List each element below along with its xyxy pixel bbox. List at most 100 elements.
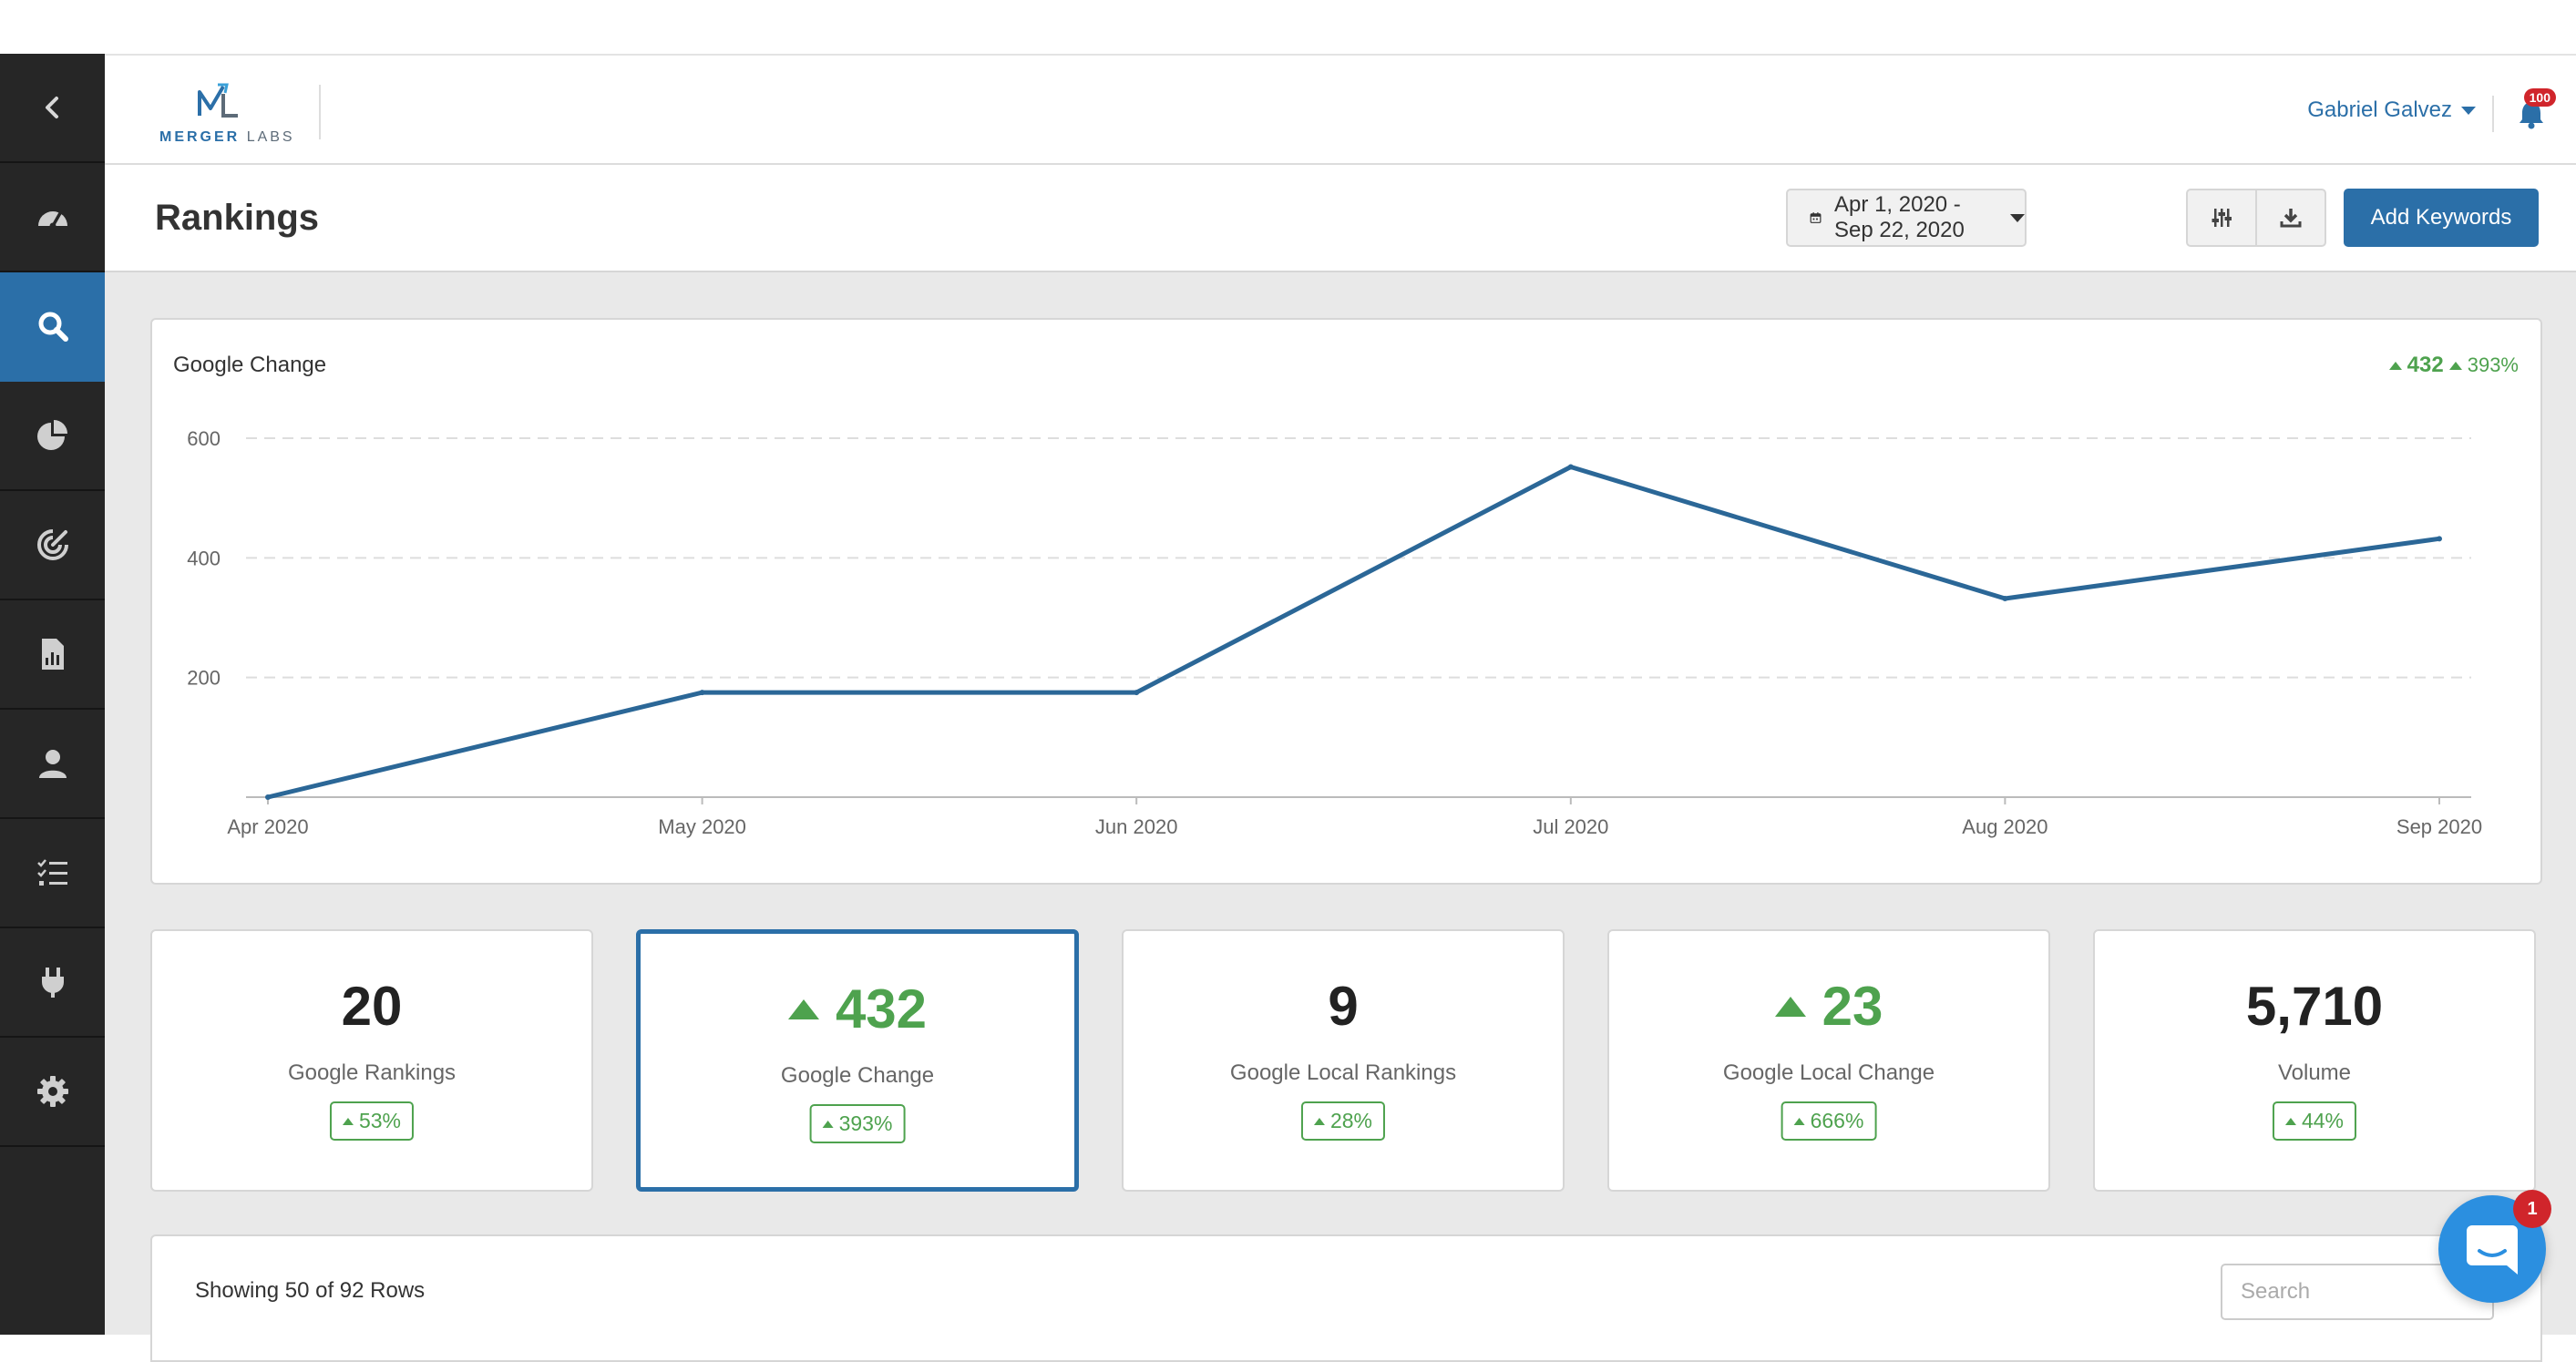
chart-title: Google Change	[173, 353, 327, 377]
arrow-up-icon	[342, 1117, 354, 1125]
logo-text: MERGER LABS	[159, 129, 295, 145]
kpi-label: Google Rankings	[287, 1060, 457, 1085]
sidebar-item-targeting[interactable]	[0, 491, 105, 600]
kpi-change-badge: 44%	[2272, 1101, 2357, 1141]
arrow-up-icon	[787, 998, 819, 1019]
arrow-up-icon	[1774, 996, 1806, 1017]
sidebar-item-users[interactable]	[0, 710, 105, 819]
arrow-up-icon	[1313, 1117, 1325, 1125]
chevron-left-icon	[45, 97, 58, 118]
kpi-card-google-local-change[interactable]: 23 Google Local Change 666%	[1607, 929, 2050, 1192]
sidebar-item-documents[interactable]	[0, 600, 105, 710]
user-menu-dropdown[interactable]: Gabriel Galvez	[2307, 97, 2476, 123]
series-line	[265, 465, 2442, 800]
caret-down-icon	[2461, 106, 2476, 115]
google-change-chart-card: Google Change 432 393% 200 400 600 Apr 2020…	[150, 318, 2542, 885]
kpi-value: 432	[641, 978, 1074, 1040]
kpi-label: Google Local Change	[1722, 1060, 1935, 1085]
merger-labs-logo[interactable]: MERGER LABS	[154, 81, 292, 145]
keywords-table-card: Showing 50 of 92 Rows	[150, 1234, 2542, 1362]
kpi-change-badge: 393%	[809, 1104, 906, 1143]
kpi-label: Google Local Rankings	[1229, 1060, 1457, 1085]
kpi-card-google-local-rankings[interactable]: 9 Google Local Rankings 28%	[1122, 929, 1565, 1192]
file-chart-icon	[41, 639, 64, 670]
calendar-icon	[1810, 212, 1822, 223]
data-point	[1134, 690, 1140, 696]
date-range-text: Apr 1, 2020 - Sep 22, 2020	[1834, 192, 1965, 242]
sidebar-item-reports[interactable]	[0, 382, 105, 491]
data-point	[2002, 595, 2008, 601]
rows-count-text: Showing 50 of 92 Rows	[195, 1278, 426, 1303]
data-point	[1567, 464, 1574, 470]
x-tick-label: Jul 2020	[1533, 815, 1608, 838]
chat-icon	[2467, 1225, 2518, 1275]
target-icon	[36, 529, 68, 560]
pie-chart-icon	[36, 420, 67, 450]
download-icon	[2280, 209, 2302, 228]
plug-icon	[41, 968, 64, 998]
caret-down-icon	[2010, 213, 2025, 222]
logo-divider	[319, 85, 321, 139]
bell-icon[interactable]	[2516, 99, 2547, 130]
data-point	[2437, 536, 2442, 542]
user-name: Gabriel Galvez	[2307, 97, 2452, 122]
kpi-change-badge: 666%	[1781, 1101, 1877, 1141]
kpi-card-google-change[interactable]: 432 Google Change 393%	[636, 929, 1079, 1192]
sidebar-collapse-button[interactable]	[0, 54, 105, 163]
add-keywords-button[interactable]: Add Keywords	[2344, 189, 2539, 247]
kpi-value: 9	[1328, 976, 1359, 1037]
kpi-label: Google Change	[780, 1063, 935, 1088]
sidebar-item-rankings[interactable]	[0, 272, 105, 382]
y-tick-label: 600	[187, 427, 221, 450]
sliders-icon	[2212, 209, 2232, 227]
sidebar-item-dashboard[interactable]	[0, 163, 105, 272]
download-button[interactable]	[2255, 190, 2325, 245]
data-point	[265, 794, 271, 800]
chart-delta-percent: 393%	[2467, 353, 2519, 376]
page-title: Rankings	[155, 198, 320, 238]
arrow-up-icon	[822, 1120, 834, 1128]
chart-delta-value: 432	[2407, 353, 2444, 377]
filter-settings-button[interactable]	[2188, 190, 2255, 245]
toolbar-icon-group	[2186, 189, 2326, 247]
y-tick-label: 200	[187, 667, 221, 690]
x-tick-label: Jun 2020	[1095, 815, 1178, 838]
chart-delta: 432 393%	[2388, 353, 2519, 378]
user-icon	[38, 750, 67, 778]
arrow-up-icon	[2388, 361, 2402, 370]
date-range-picker[interactable]: Apr 1, 2020 - Sep 22, 2020	[1786, 189, 2027, 247]
page-toolbar: Rankings Apr 1, 2020 - Sep 22, 2020 Add …	[105, 165, 2576, 272]
arrow-up-icon	[2448, 361, 2462, 370]
chat-unread-badge: 1	[2513, 1190, 2551, 1228]
arrow-up-icon	[1793, 1117, 1805, 1125]
notification-badge: 100	[2523, 88, 2556, 107]
data-point	[699, 690, 705, 696]
sidebar-item-integrations[interactable]	[0, 928, 105, 1038]
checklist-icon	[36, 859, 67, 886]
kpi-value: 20	[341, 976, 403, 1037]
search-icon	[38, 312, 68, 342]
x-tick-label: Apr 2020	[227, 815, 308, 838]
kpi-label: Volume	[2277, 1060, 2352, 1085]
kpi-change-badge: 28%	[1300, 1101, 1386, 1141]
sidebar-item-tasks[interactable]	[0, 819, 105, 928]
x-tick-label: Sep 2020	[2396, 815, 2482, 838]
kpi-card-volume[interactable]: 5,710 Volume 44%	[2093, 929, 2536, 1192]
main-content: Google Change 432 393% 200 400 600 Apr 2020…	[105, 272, 2576, 1362]
top-header: MERGER LABS Gabriel Galvez 100	[105, 54, 2576, 165]
arrow-up-icon	[2284, 1117, 2296, 1125]
logo-mark	[198, 83, 238, 118]
kpi-change-badge: 53%	[329, 1101, 415, 1141]
x-tick-label: Aug 2020	[1962, 815, 2047, 838]
sidebar-item-settings[interactable]	[0, 1038, 105, 1147]
sidebar	[0, 54, 105, 1335]
y-tick-label: 400	[187, 547, 221, 569]
line-chart: 200 400 600 Apr 2020 May 2020 Jun 2020 Jul 202…	[187, 427, 2482, 838]
chat-launcher-button[interactable]	[2438, 1195, 2546, 1303]
kpi-value: 23	[1609, 975, 2048, 1038]
x-tick-label: May 2020	[658, 815, 746, 838]
speedometer-icon	[37, 211, 67, 230]
kpi-card-google-rankings[interactable]: 20 Google Rankings 53%	[150, 929, 593, 1192]
kpi-value: 5,710	[2245, 976, 2384, 1037]
header-separator	[2492, 96, 2494, 132]
